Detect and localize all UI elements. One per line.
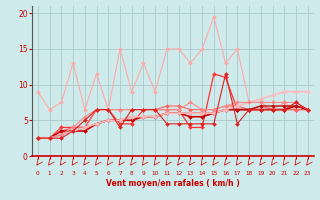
X-axis label: Vent moyen/en rafales ( km/h ): Vent moyen/en rafales ( km/h ) <box>106 179 240 188</box>
